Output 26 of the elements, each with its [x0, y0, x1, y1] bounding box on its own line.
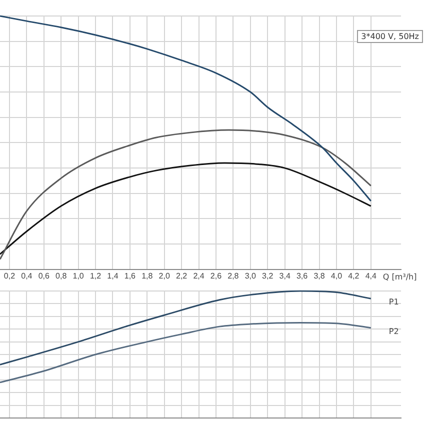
x-tick-label: 2,4 [193, 271, 205, 280]
x-tick-label: 2,2 [176, 271, 188, 280]
x-tick-label: 3,2 [262, 271, 274, 280]
x-tick-label: 1,8 [142, 271, 154, 280]
x-tick-label: 4,0 [330, 271, 343, 280]
x-axis-title: Q [m³/h] [382, 272, 417, 282]
x-tick-label: 1,4 [107, 271, 119, 280]
x-tick-label: 0,2 [4, 271, 16, 280]
x-tick-label: 3,4 [279, 271, 291, 280]
x-tick-label: 1,0 [72, 271, 84, 280]
x-tick-label: 0,6 [38, 271, 50, 280]
x-tick-label: 2,0 [158, 271, 170, 280]
x-tick-label: 1,6 [124, 271, 136, 280]
x-tick-label: 0,8 [56, 271, 68, 280]
x-tick-label: 2,8 [228, 271, 240, 280]
x-tick-label: 3,6 [296, 271, 308, 280]
x-tick-label: 1,2 [90, 271, 102, 280]
text: P1 [388, 298, 399, 307]
text: P2 [388, 326, 399, 336]
x-tick-label: 2,6 [210, 271, 222, 280]
annotation: 3*400 V, 50Hz [357, 30, 423, 43]
x-tick-label: 0,4 [21, 271, 33, 280]
x-tick-label: 3,0 [244, 271, 257, 280]
x-tick-label: 4,2 [348, 271, 360, 280]
x-tick-label: 3,8 [314, 271, 326, 280]
x-tick-label: 4,4 [365, 271, 377, 280]
